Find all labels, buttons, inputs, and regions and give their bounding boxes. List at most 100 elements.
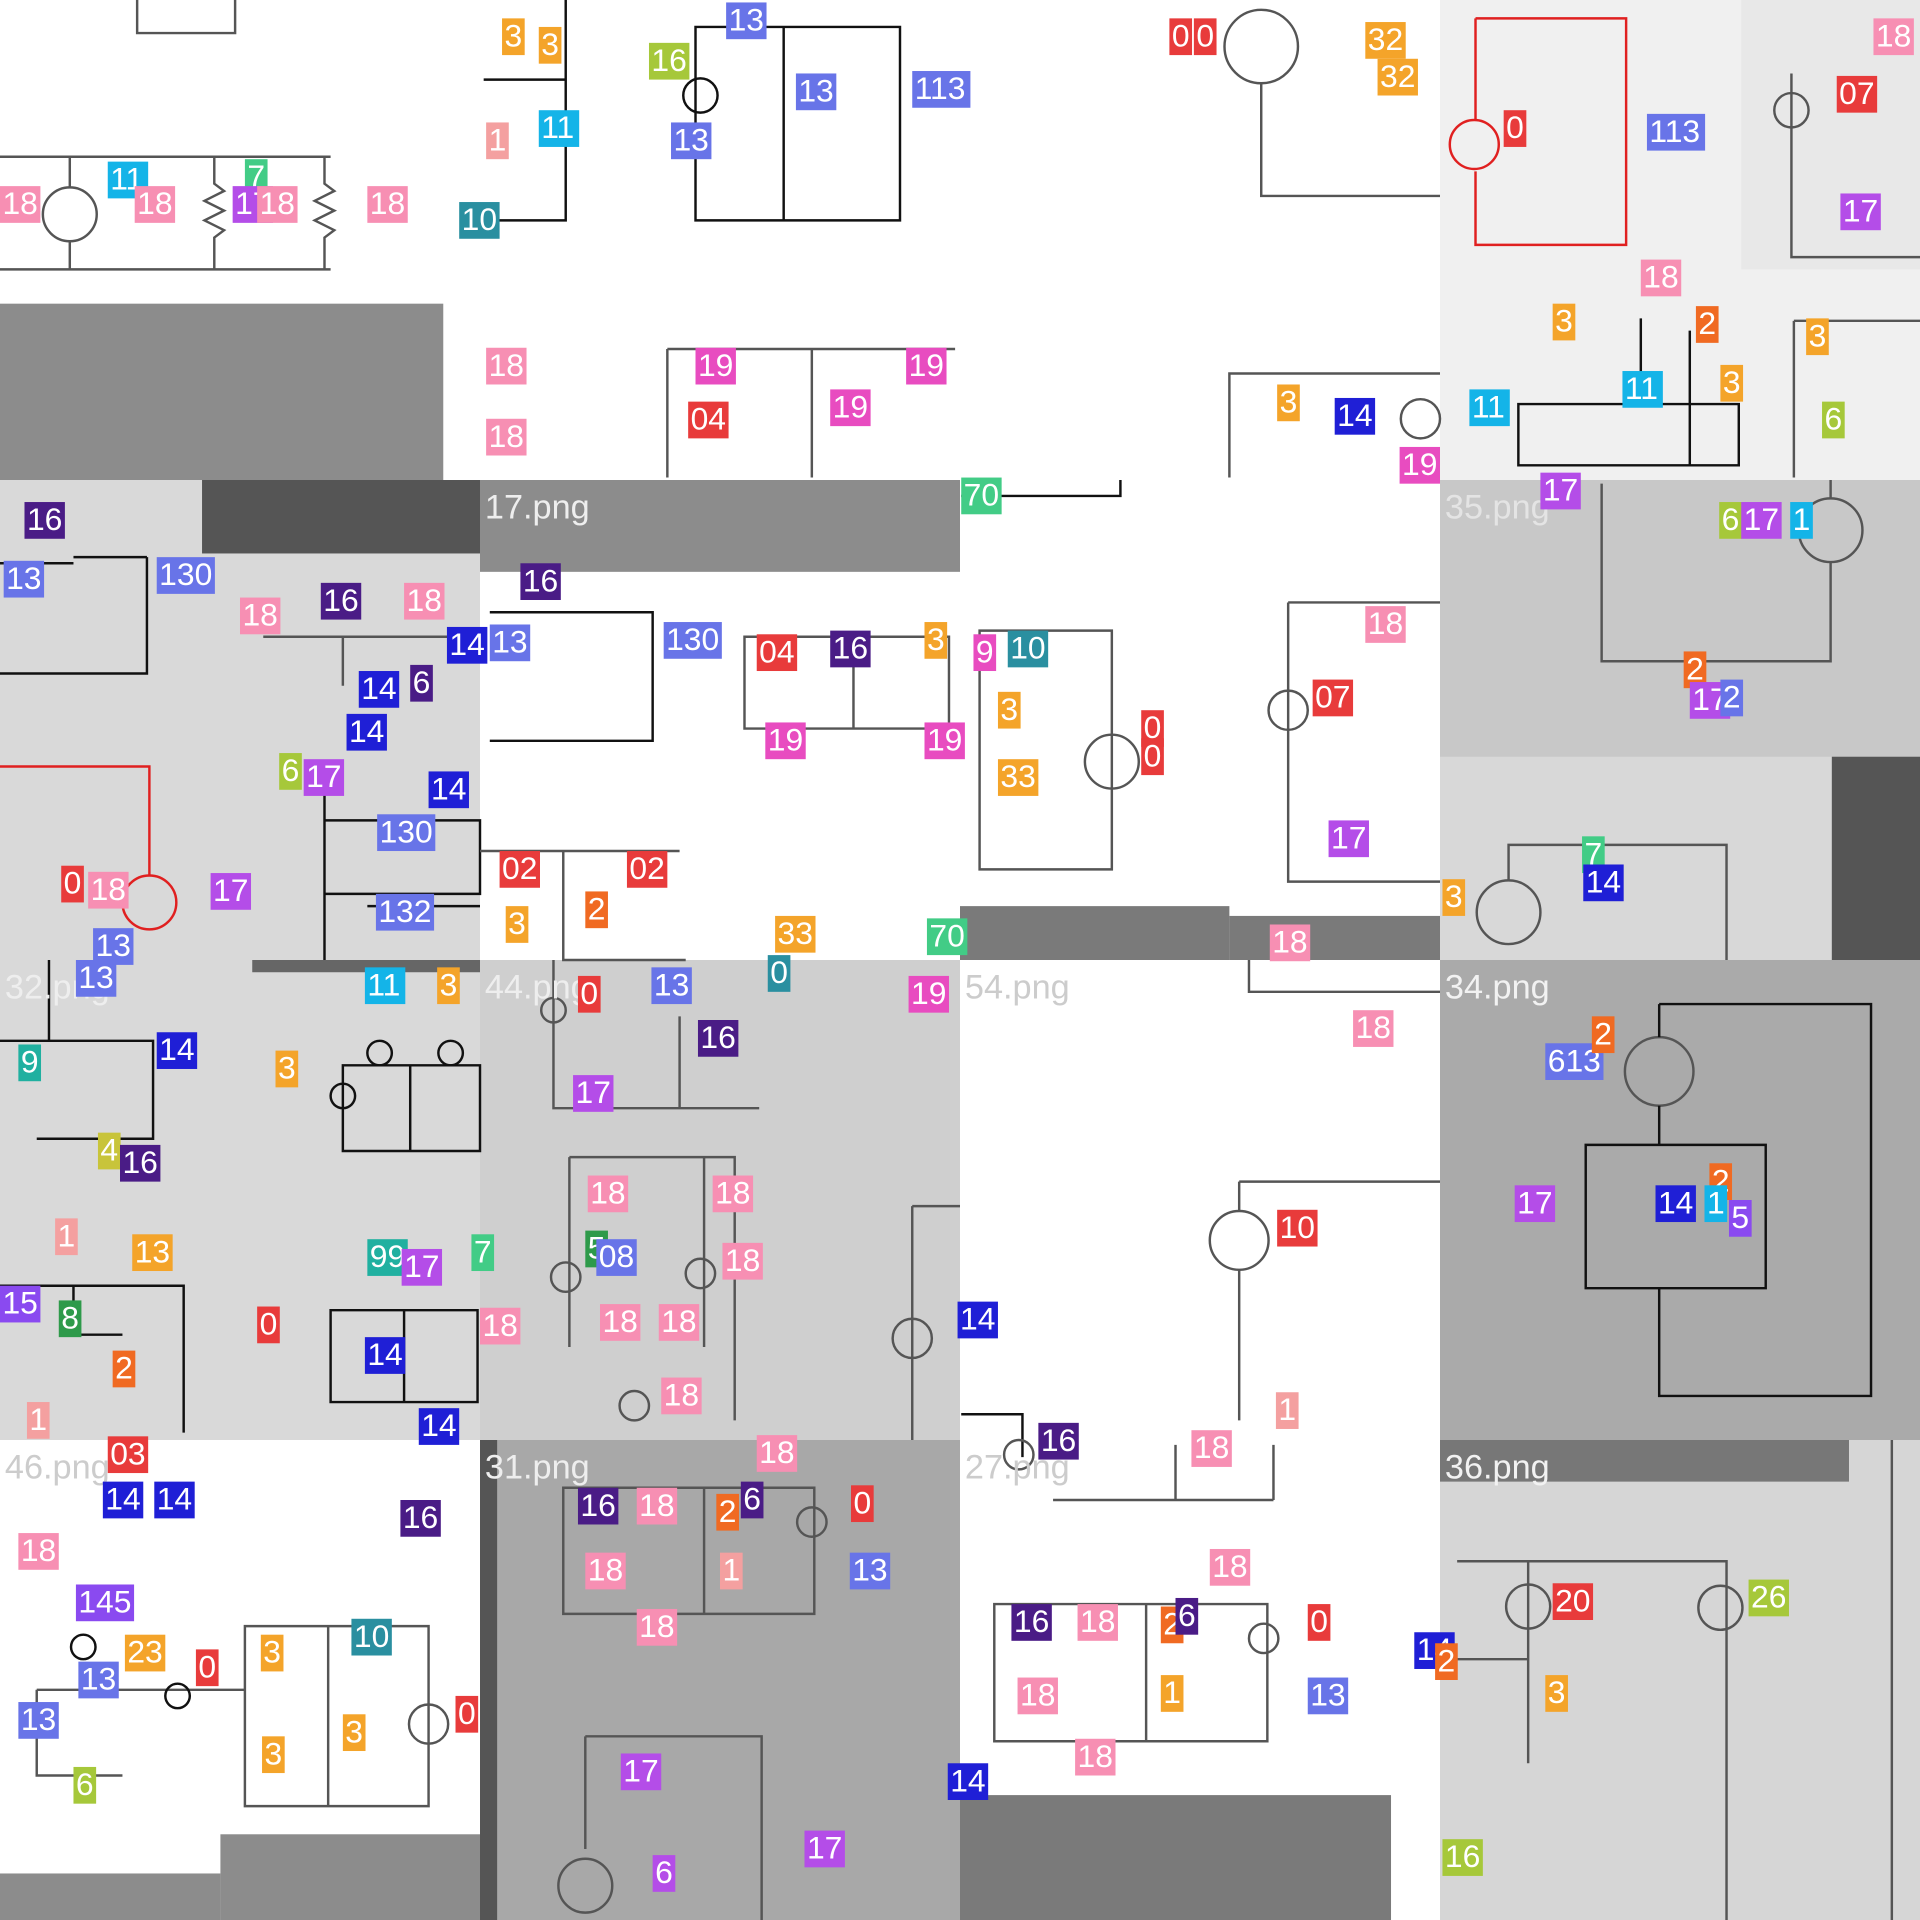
label-box (1822, 401, 1845, 439)
label-box (257, 186, 298, 223)
label: 13 (726, 1, 767, 40)
label-text: 18 (715, 1175, 750, 1211)
label-box (924, 622, 948, 659)
label-text: 16 (700, 1019, 735, 1055)
label: 6 (1175, 1597, 1199, 1635)
label-box (756, 634, 798, 672)
label-box (1017, 1677, 1058, 1715)
label: 3 (1545, 1674, 1568, 1712)
label-text: 0 (458, 1695, 476, 1731)
label-text: 02 (629, 850, 664, 886)
label-text: 70 (929, 917, 964, 953)
label-text: 14 (159, 1031, 194, 1067)
label-box (1038, 1422, 1079, 1460)
label: 17 (210, 872, 252, 910)
label: 13 (849, 1552, 891, 1590)
label: 13 (1307, 1677, 1349, 1715)
label: 16 (320, 582, 362, 620)
label-text: 17 (623, 1752, 658, 1788)
label: 20 (1552, 1582, 1594, 1620)
label-text: 3 (508, 905, 526, 941)
label-box (636, 1487, 678, 1525)
label-text: 18 (590, 1175, 625, 1211)
label-box (648, 42, 690, 80)
label-box (756, 1435, 798, 1472)
label-text: 0 (1172, 17, 1190, 53)
label-text: 13 (21, 1701, 56, 1737)
label-box (1514, 1185, 1556, 1223)
label: 11 (538, 109, 580, 147)
label-text: 2 (719, 1493, 737, 1529)
label: 14 (364, 1336, 406, 1374)
label-text: 9 (976, 633, 994, 669)
label: 18 (1077, 1603, 1118, 1641)
label: 18 (756, 1434, 798, 1472)
label-box (947, 1763, 989, 1800)
label: 33 (997, 758, 1039, 796)
label-text: 113 (915, 70, 966, 106)
label-box (26, 1402, 50, 1439)
label: 2 (112, 1350, 136, 1388)
label-text: 18 (664, 1377, 699, 1413)
label-text: 18 (1368, 605, 1403, 641)
label-box (596, 1239, 637, 1276)
label: 2 (1695, 305, 1719, 343)
label-text: 17 (1331, 819, 1366, 855)
label-box (418, 1408, 460, 1445)
label-box (538, 110, 580, 147)
label: 14 (154, 1481, 195, 1519)
label: 17 (1540, 472, 1581, 510)
label-box (997, 691, 1021, 729)
label-text: 3 (1000, 691, 1018, 727)
label-box (740, 1481, 764, 1519)
label-text: 7 (1584, 835, 1602, 871)
label-text: 03 (110, 1435, 145, 1471)
label-text: 17 (1843, 192, 1878, 228)
label-box (156, 557, 215, 594)
label: 18 (636, 1487, 678, 1525)
label-box (775, 915, 816, 953)
label-text: 0 (1144, 709, 1162, 745)
label-text: 13 (492, 623, 527, 659)
label: 18 (636, 1608, 678, 1646)
label-text: 18 (1194, 1429, 1229, 1465)
label-box (1720, 364, 1744, 402)
label: 16 (1442, 1838, 1483, 1876)
label: 70 (926, 917, 968, 956)
label: 3 (502, 17, 525, 56)
label-box (1728, 1200, 1752, 1237)
label-box (1307, 1677, 1349, 1715)
label: 1 (1275, 1391, 1299, 1429)
label: 0 (1169, 17, 1193, 56)
label-text: 11 (1625, 370, 1658, 406)
label-box (1806, 318, 1829, 356)
label-box (973, 634, 997, 672)
label-box (1269, 924, 1311, 962)
label-box (279, 753, 302, 790)
label-text: 132 (378, 893, 431, 929)
label-text: 130 (159, 556, 212, 592)
label-text: 16 (580, 1487, 615, 1523)
label: 10 (459, 201, 500, 239)
label-text: 17 (807, 1830, 842, 1866)
label-box (262, 1736, 285, 1774)
label-box (1582, 836, 1605, 874)
label-box (1469, 389, 1510, 427)
label-text: 17 (1517, 1184, 1552, 1220)
label: 18 (1209, 1548, 1251, 1586)
label-box (1704, 1185, 1728, 1223)
label-text: 14 (1586, 863, 1621, 899)
label-text: 130 (666, 621, 719, 657)
label-box (658, 1304, 700, 1341)
tile-title: 31.png (485, 1448, 590, 1486)
label-box (577, 975, 601, 1013)
label: 145 (75, 1583, 135, 1622)
label: 3 (260, 1634, 284, 1672)
label-text: 18 (588, 1552, 623, 1588)
label: 18 (404, 582, 445, 620)
label: 0 (257, 1306, 280, 1344)
label-box (1591, 1016, 1615, 1054)
label-text: 14 (105, 1481, 140, 1517)
